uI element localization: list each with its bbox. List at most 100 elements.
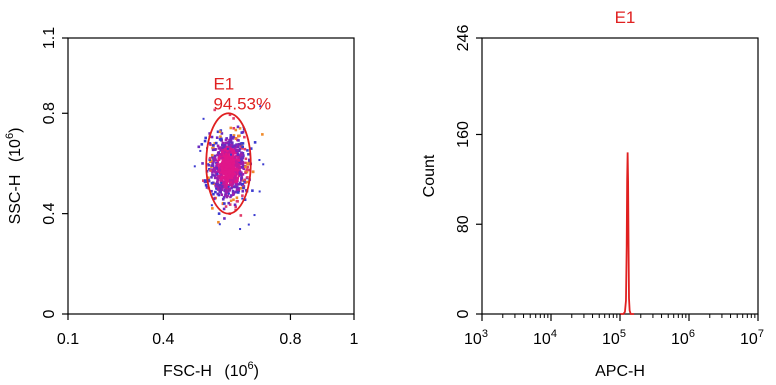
scatter-point (222, 161, 226, 165)
scatter-point (220, 153, 223, 156)
scatter-point (210, 181, 214, 185)
scatter-point (229, 140, 232, 144)
scatter-point (236, 153, 240, 156)
scatter-point (237, 174, 241, 178)
scatter-point (216, 172, 219, 175)
scatter-point (228, 113, 232, 117)
scatter-point (225, 182, 229, 185)
scatter-point (221, 163, 224, 167)
scatter-point (229, 165, 232, 168)
gate-e1-ellipse[interactable] (205, 112, 252, 215)
scatter-y-unit-exponent: 6 (4, 133, 16, 139)
scatter-point (219, 135, 222, 138)
scatter-point (215, 176, 219, 180)
scatter-point (208, 158, 212, 161)
histogram-y-tick-label: 160 (455, 121, 472, 148)
scatter-y-axis-name: SSC-H (7, 175, 24, 225)
scatter-point (232, 185, 236, 188)
scatter-point (210, 176, 213, 179)
scatter-point (232, 158, 235, 162)
scatter-point (202, 117, 205, 120)
scatter-point (227, 192, 230, 195)
scatter-points (193, 105, 265, 231)
scatter-point (216, 186, 220, 190)
histogram-x-axis-label: APC-H (595, 363, 645, 380)
scatter-x-tick-label: 1 (350, 331, 359, 348)
scatter-point (248, 159, 251, 163)
scatter-point (238, 154, 242, 157)
histogram-y-tick-label: 80 (455, 215, 472, 233)
scatter-point (226, 170, 229, 174)
scatter-point (244, 157, 248, 161)
scatter-point (213, 154, 217, 158)
scatter-point (223, 155, 227, 158)
scatter-point (239, 157, 242, 160)
histogram-panel: E1 103 104 105 106 107 0 80 160 246 APC-H Count (421, 8, 764, 380)
scatter-point (231, 189, 235, 193)
scatter-point (224, 167, 227, 171)
scatter-point (231, 171, 235, 174)
scatter-point (219, 162, 223, 166)
scatter-point (233, 203, 237, 207)
scatter-point (233, 175, 236, 178)
scatter-point (220, 166, 224, 170)
scatter-plot-frame (67, 37, 355, 315)
scatter-point (229, 137, 232, 141)
scatter-point (217, 220, 220, 224)
scatter-point (216, 174, 220, 178)
scatter-point (225, 155, 229, 159)
scatter-point (243, 147, 247, 151)
scatter-y-tick-label: 0.4 (41, 202, 58, 224)
scatter-point (241, 197, 244, 200)
scatter-point (218, 223, 221, 226)
scatter-point (233, 147, 236, 150)
scatter-point (224, 172, 228, 176)
scatter-point (222, 196, 226, 199)
scatter-point (215, 187, 218, 190)
scatter-point (237, 149, 241, 153)
scatter-point (218, 183, 222, 187)
scatter-point (236, 145, 240, 149)
histogram-y-tick-label: 0 (455, 309, 472, 318)
scatter-point (236, 154, 240, 158)
scatter-point (216, 130, 220, 134)
scatter-point (238, 170, 242, 174)
scatter-point (216, 159, 219, 163)
scatter-point (214, 158, 217, 162)
scatter-point (246, 149, 249, 152)
scatter-point (235, 158, 239, 162)
scatter-point (215, 173, 218, 177)
scatter-point (204, 183, 208, 187)
scatter-point (228, 174, 232, 178)
scatter-point (223, 143, 227, 147)
histogram-x-tick-label: 106 (671, 328, 695, 348)
scatter-point (237, 189, 241, 193)
histogram-x-tick-label: 107 (740, 328, 764, 348)
scatter-point (233, 144, 236, 147)
scatter-point (230, 186, 233, 190)
scatter-point (215, 162, 219, 166)
scatter-point (241, 161, 245, 164)
scatter-point (229, 181, 233, 184)
scatter-point (234, 185, 238, 189)
histogram-plot-frame (481, 37, 759, 315)
scatter-point (238, 134, 241, 138)
scatter-point (232, 198, 235, 202)
scatter-point (210, 164, 214, 167)
scatter-point (224, 188, 228, 192)
scatter-point (245, 189, 248, 192)
scatter-point (227, 185, 230, 188)
scatter-point (235, 161, 238, 164)
histogram-x-tick-label: 104 (533, 328, 557, 348)
scatter-point (212, 192, 215, 196)
scatter-point (217, 152, 221, 155)
scatter-point (209, 143, 212, 146)
histogram-y-axis-label: Count (421, 154, 438, 197)
scatter-point (204, 136, 207, 140)
scatter-point (235, 151, 238, 155)
scatter-point (218, 167, 221, 170)
scatter-point (262, 163, 265, 166)
scatter-point (251, 170, 255, 174)
scatter-x-axis-name: FSC-H (163, 363, 212, 380)
